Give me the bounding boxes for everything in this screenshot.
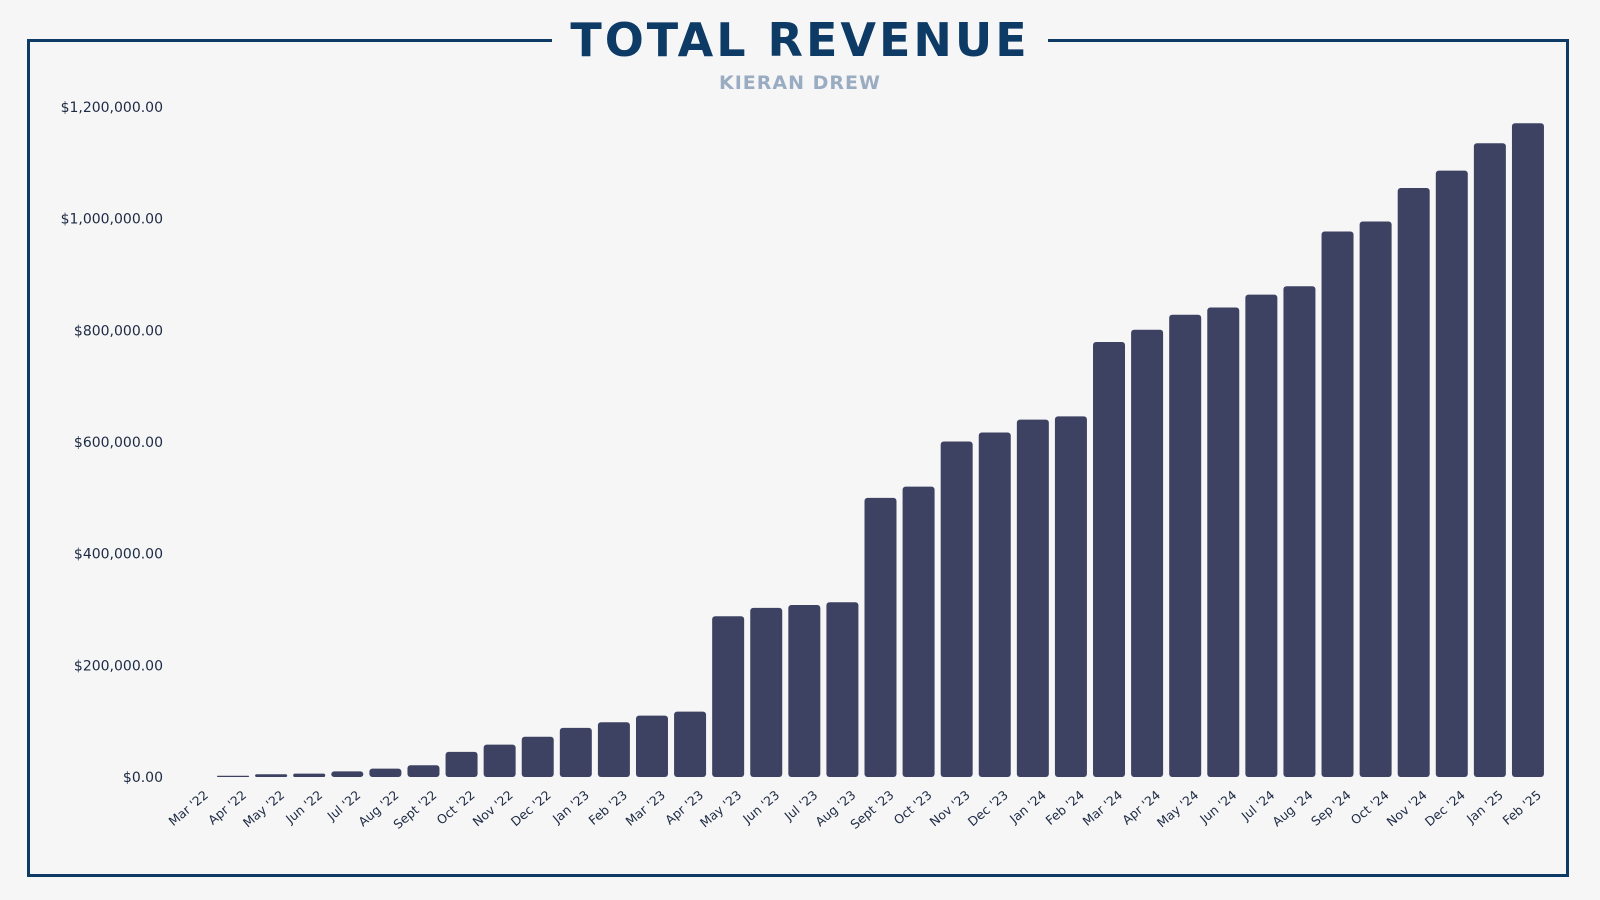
x-tick-label: Oct '23 [891, 787, 935, 827]
y-tick-label: $600,000.00 [74, 435, 163, 451]
x-tick-label: Sept '23 [847, 787, 896, 832]
y-tick-label: $800,000.00 [74, 323, 163, 339]
bar [1245, 294, 1278, 777]
y-tick-label: $1,200,000.00 [61, 100, 163, 116]
y-tick-label: $1,000,000.00 [61, 212, 163, 228]
x-tick-label: Dec '22 [508, 787, 554, 829]
bar [1016, 419, 1049, 777]
x-tick-label: Dec '24 [1422, 787, 1468, 829]
bar [1207, 307, 1240, 777]
bar [369, 768, 402, 777]
x-tick-label: Feb '24 [1043, 787, 1087, 828]
title-wrap: TOTAL REVENUE [0, 10, 1600, 70]
x-tick-label: Jan '23 [549, 787, 592, 827]
bar [1321, 231, 1354, 778]
bar [978, 432, 1011, 777]
bar [255, 774, 288, 777]
x-tick-label: Mar '23 [623, 787, 669, 829]
x-tick-label: Jan '24 [1006, 787, 1049, 827]
bar [331, 771, 364, 777]
bar [826, 602, 859, 777]
bar [521, 736, 554, 777]
x-tick-label: Dec '23 [965, 787, 1011, 829]
x-tick-label: Oct '22 [434, 787, 478, 827]
x-tick-label: Feb '23 [586, 787, 630, 828]
y-tick-label: $200,000.00 [74, 658, 163, 674]
bar [559, 727, 592, 777]
bar [788, 605, 821, 777]
bar [1131, 329, 1164, 777]
x-tick-label: Nov '22 [470, 787, 516, 829]
x-tick-label: Jan '25 [1463, 787, 1506, 827]
bar [445, 751, 478, 777]
x-tick-label: Jun '24 [1196, 787, 1239, 827]
bar [902, 486, 935, 777]
bar [1359, 221, 1392, 778]
bar [635, 715, 668, 777]
bar [293, 773, 326, 777]
bar [1511, 123, 1544, 778]
bar [407, 765, 440, 777]
bar [217, 775, 250, 777]
bar [674, 711, 707, 777]
x-tick-label: May '23 [697, 787, 744, 830]
bar [940, 441, 973, 777]
x-tick-label: Mar '22 [165, 787, 211, 829]
x-tick-label: Nov '23 [927, 787, 973, 829]
x-tick-label: Jun '22 [282, 787, 325, 827]
x-tick-label: Sept '22 [390, 787, 439, 832]
bar [1397, 187, 1430, 778]
y-tick-label: $0.00 [123, 770, 163, 786]
x-tick-label: Mar '24 [1080, 787, 1126, 829]
bar [1283, 286, 1316, 777]
chart-subtitle: KIERAN DREW [719, 72, 881, 94]
chart-title: TOTAL REVENUE [552, 10, 1048, 70]
bar [712, 616, 745, 777]
x-tick-label: May '22 [240, 787, 287, 830]
x-tick-label: Nov '24 [1384, 787, 1430, 829]
x-tick-label: May '24 [1154, 787, 1201, 830]
bar [1435, 170, 1468, 777]
bar [1169, 314, 1202, 777]
bar [1093, 342, 1126, 777]
y-tick-label: $400,000.00 [74, 547, 163, 563]
x-tick-label: Oct '24 [1348, 787, 1392, 827]
x-tick-label: Aug '24 [1269, 787, 1315, 829]
bar [750, 607, 783, 777]
x-tick-label: Sep '24 [1308, 787, 1354, 829]
x-tick-label: Feb '25 [1500, 787, 1544, 828]
bar [597, 722, 630, 777]
bar [864, 497, 897, 777]
bar [1473, 143, 1506, 777]
bar [1054, 416, 1087, 777]
bar [483, 744, 516, 777]
x-tick-label: Jun '23 [739, 787, 782, 827]
